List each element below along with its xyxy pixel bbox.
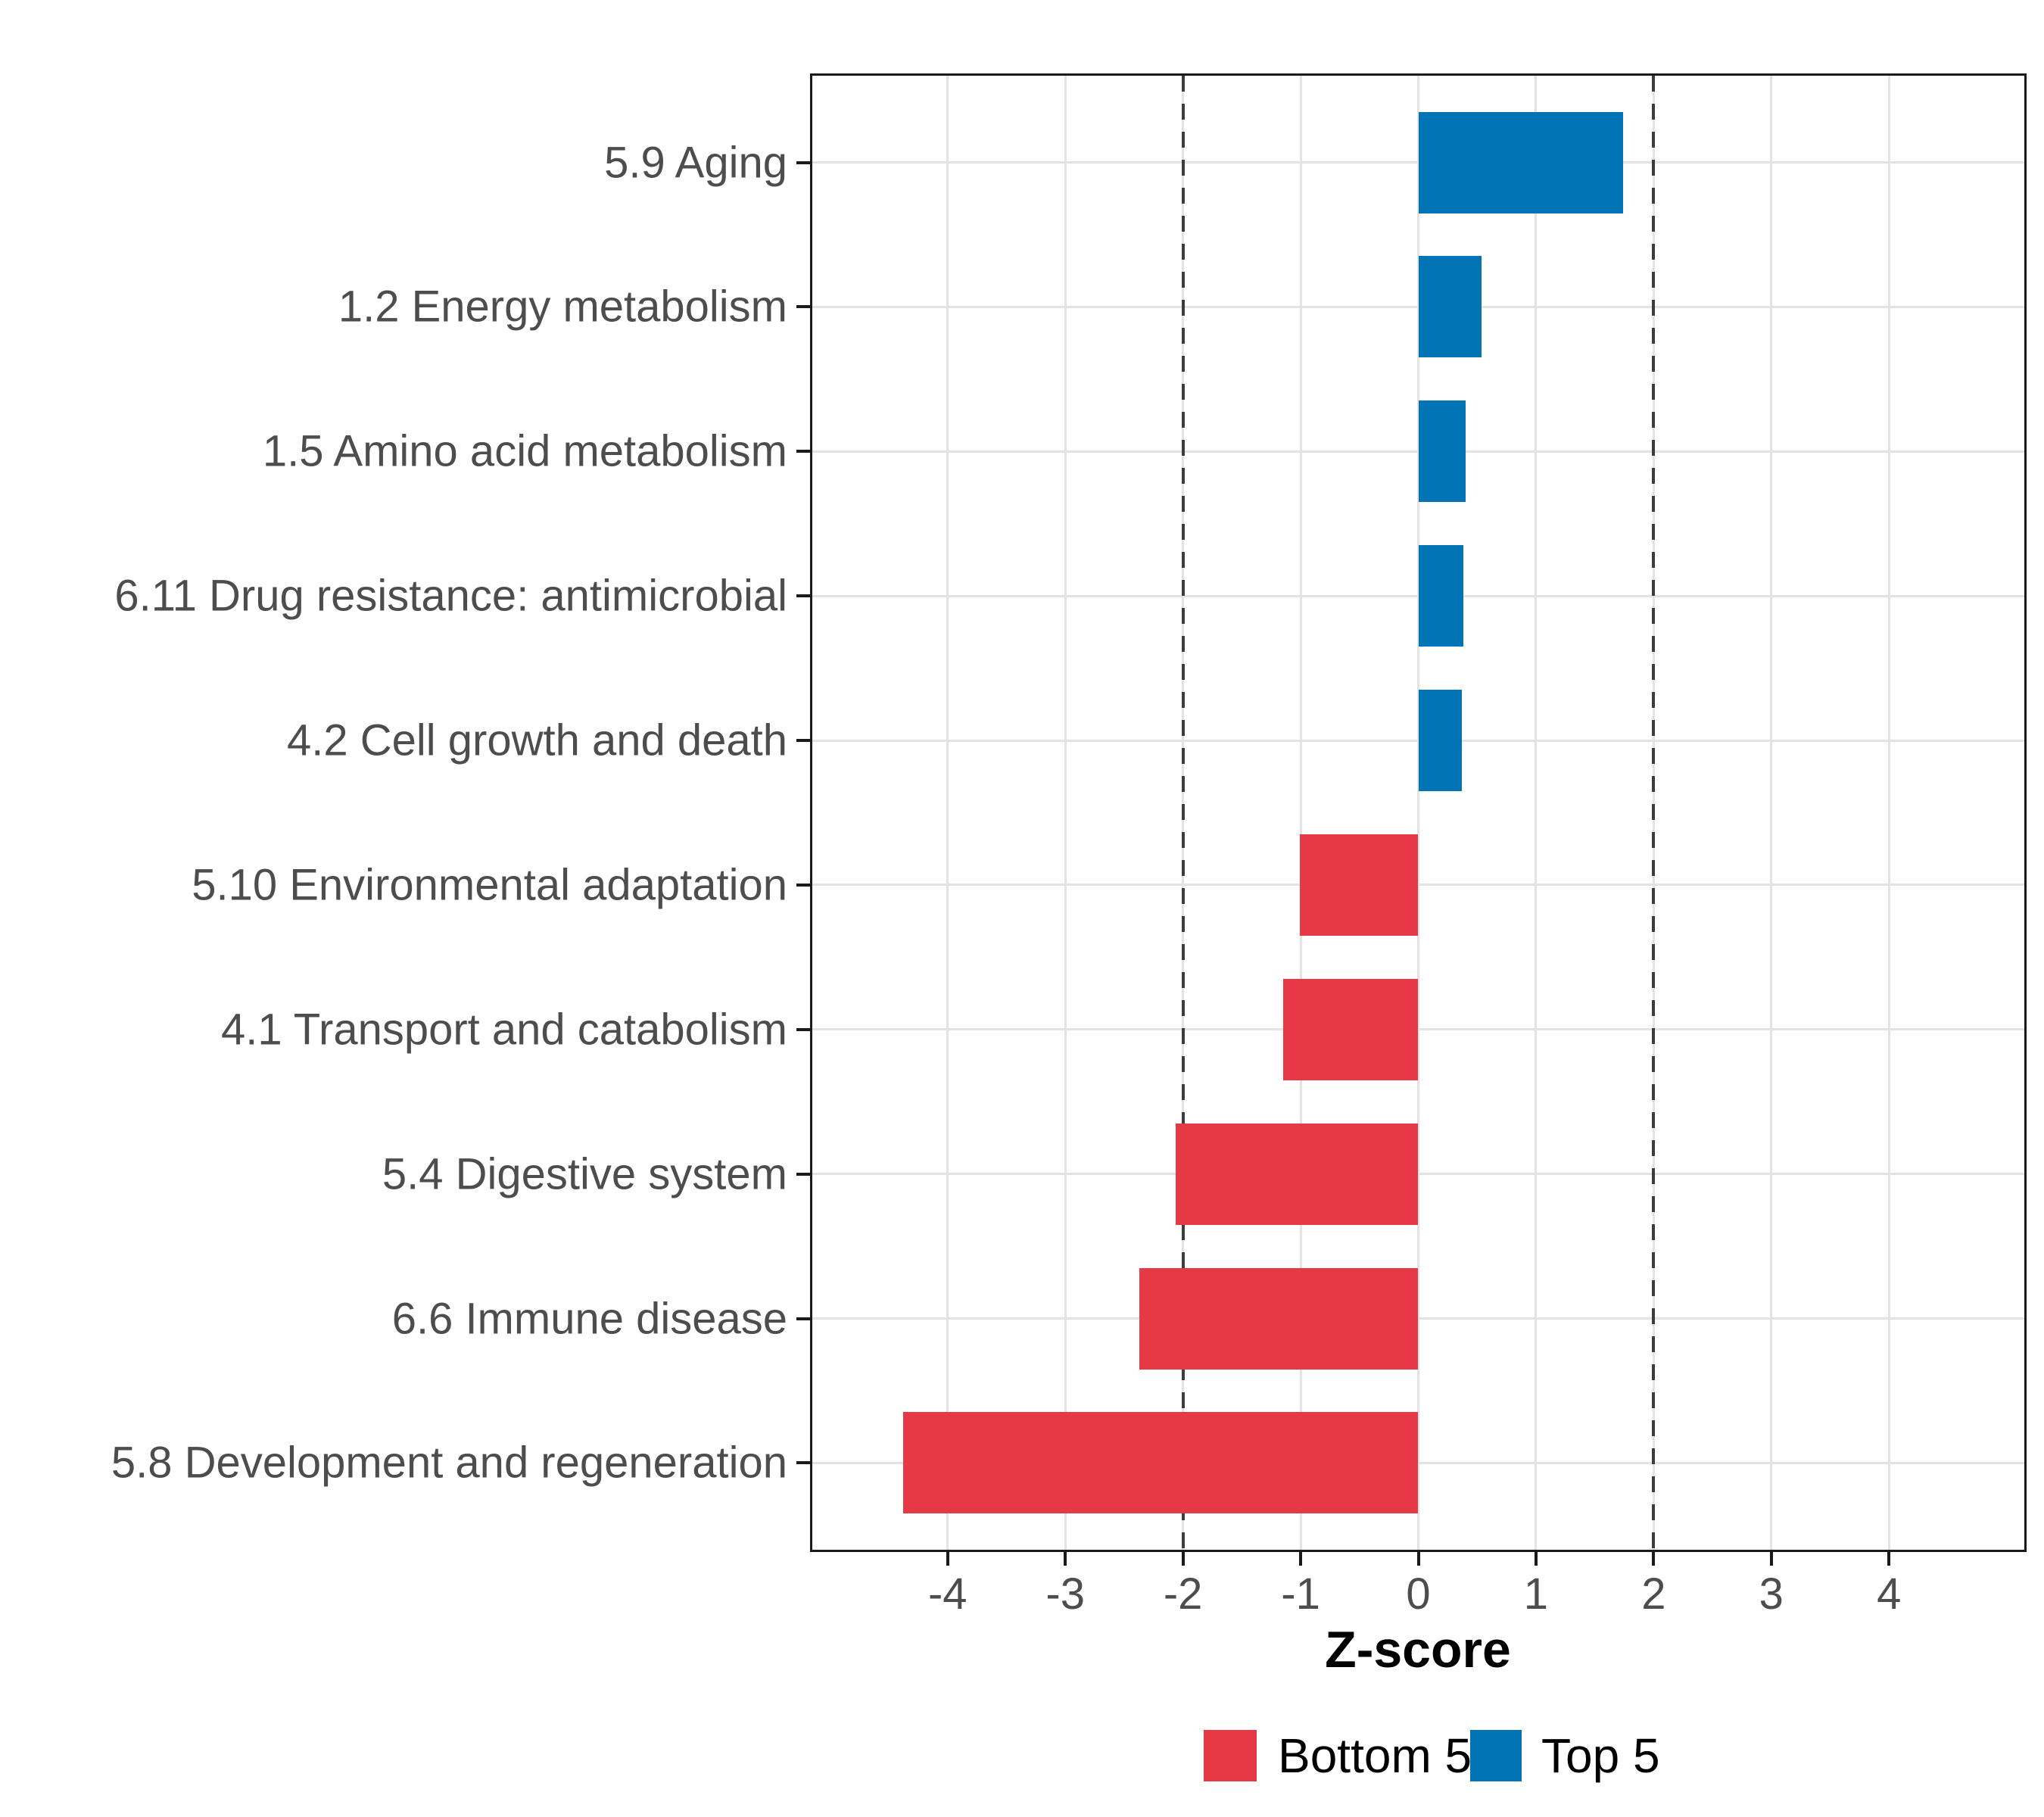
x-tick-label-0: 0 bbox=[1406, 1569, 1431, 1619]
gridline-x--1 bbox=[1299, 76, 1302, 1550]
gridline-row bbox=[812, 1173, 2024, 1176]
y-axis-label: 5.9 Aging bbox=[604, 138, 787, 188]
bar-5-10-environmental-adaptation bbox=[1299, 834, 1419, 936]
bar-4-2-cell-growth-and-death bbox=[1418, 690, 1462, 792]
x-tick-4 bbox=[1887, 1552, 1891, 1566]
x-tick-label--2: -2 bbox=[1163, 1569, 1203, 1619]
x-tick-label--1: -1 bbox=[1281, 1569, 1320, 1619]
gridline-x-0 bbox=[1417, 76, 1419, 1550]
bar-6-6-immune-disease bbox=[1139, 1267, 1419, 1370]
bar-5-9-aging bbox=[1418, 111, 1623, 213]
bar-1-5-amino-acid-metabolism bbox=[1418, 400, 1466, 503]
x-tick-2 bbox=[1652, 1552, 1656, 1566]
gridline-x-1 bbox=[1535, 76, 1538, 1550]
gridline-x-3 bbox=[1770, 76, 1773, 1550]
gridline-x--4 bbox=[946, 76, 949, 1550]
threshold-line-2 bbox=[1652, 76, 1656, 1550]
x-tick-label-4: 4 bbox=[1877, 1569, 1902, 1619]
gridline-row bbox=[812, 1317, 2024, 1320]
y-tick-row bbox=[796, 739, 810, 743]
y-tick-row bbox=[796, 450, 810, 453]
y-axis-label: 5.8 Development and regeneration bbox=[111, 1438, 787, 1488]
x-tick-3 bbox=[1769, 1552, 1773, 1566]
bar-6-11-drug-resistance-antimicrobial bbox=[1418, 545, 1463, 647]
gridline-row bbox=[812, 884, 2024, 887]
y-axis-label: 4.2 Cell growth and death bbox=[287, 715, 787, 765]
x-tick-label-1: 1 bbox=[1523, 1569, 1549, 1619]
y-axis-label: 1.2 Energy metabolism bbox=[338, 282, 787, 332]
x-tick-1 bbox=[1534, 1552, 1538, 1566]
y-tick-row bbox=[796, 1172, 810, 1176]
y-axis-label: 1.5 Amino acid metabolism bbox=[262, 426, 787, 476]
legend-key-top5 bbox=[1470, 1730, 1522, 1781]
y-tick-row bbox=[796, 1027, 810, 1031]
y-axis-label: 6.6 Immune disease bbox=[391, 1294, 787, 1344]
y-tick-row bbox=[796, 161, 810, 164]
y-tick-row bbox=[796, 305, 810, 309]
bar-4-1-transport-and-catabolism bbox=[1282, 978, 1419, 1080]
bar-1-2-energy-metabolism bbox=[1418, 256, 1482, 358]
bar-5-8-development-and-regeneration bbox=[902, 1412, 1419, 1514]
y-tick-row bbox=[796, 594, 810, 598]
y-axis-label: 5.4 Digestive system bbox=[382, 1149, 787, 1199]
legend-label-top5: Top 5 bbox=[1541, 1728, 1660, 1783]
x-tick--2 bbox=[1181, 1552, 1185, 1566]
y-axis-label: 4.1 Transport and catabolism bbox=[221, 1005, 787, 1055]
gridline-x--3 bbox=[1064, 76, 1067, 1550]
bar-5-4-digestive-system bbox=[1176, 1123, 1419, 1225]
x-axis-title: Z-score bbox=[1325, 1621, 1511, 1678]
y-tick-row bbox=[796, 1317, 810, 1320]
x-tick-label-2: 2 bbox=[1641, 1569, 1666, 1619]
x-tick-0 bbox=[1416, 1552, 1420, 1566]
x-tick--1 bbox=[1299, 1552, 1303, 1566]
legend-label-bottom5: Bottom 5 bbox=[1278, 1728, 1472, 1783]
y-tick-row bbox=[796, 1461, 810, 1465]
x-tick--4 bbox=[946, 1552, 949, 1566]
y-axis-label: 6.11 Drug resistance: antimicrobial bbox=[114, 571, 787, 621]
threshold-line--2 bbox=[1181, 76, 1185, 1550]
x-tick--3 bbox=[1064, 1552, 1067, 1566]
y-axis-label: 5.10 Environmental adaptation bbox=[192, 860, 787, 910]
plot-panel bbox=[810, 73, 2027, 1552]
gridline-x-4 bbox=[1887, 76, 1890, 1550]
x-tick-label--3: -3 bbox=[1045, 1569, 1085, 1619]
gridline-row bbox=[812, 1028, 2024, 1031]
legend-key-bottom5 bbox=[1204, 1730, 1257, 1781]
x-tick-label-3: 3 bbox=[1759, 1569, 1784, 1619]
x-tick-label--4: -4 bbox=[927, 1569, 967, 1619]
y-tick-row bbox=[796, 883, 810, 887]
gridline-row bbox=[812, 1461, 2024, 1464]
